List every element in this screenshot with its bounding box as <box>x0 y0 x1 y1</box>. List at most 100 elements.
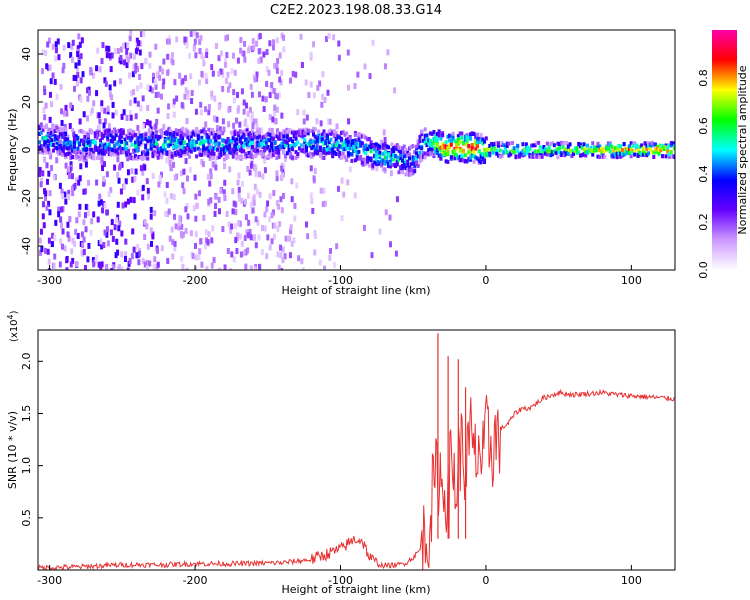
spectrogram-ridge-cell <box>311 126 315 131</box>
spectrogram-noise-cell <box>254 242 258 249</box>
spectrogram-ridge-cell <box>102 129 106 134</box>
spectrogram-noise-cell <box>198 248 202 255</box>
spectrogram-noise-cell <box>240 50 244 57</box>
spectrogram-noise-cell <box>279 252 283 259</box>
spectrogram-ridge-cell <box>641 146 645 151</box>
spectrogram-ridge-cell <box>60 134 64 139</box>
spectrogram-ridge-cell <box>90 155 94 160</box>
spectrogram-ridge-cell <box>453 139 457 144</box>
spectrogram-ridge-cell <box>270 136 274 141</box>
spectrogram-noise-cell <box>254 118 258 125</box>
spectrogram-noise-cell <box>193 242 197 249</box>
spectrogram-ridge-cell <box>486 146 490 151</box>
spectrogram-ridge-cell <box>120 150 124 155</box>
spectrogram-ridge-cell <box>250 155 254 160</box>
spectrogram-ridge-cell <box>48 151 52 156</box>
spectrogram-noise-cell <box>52 262 56 269</box>
spectrogram-noise-cell <box>116 201 120 208</box>
spectrogram-noise-cell <box>265 253 269 260</box>
spectrogram-ridge-cell <box>472 149 476 154</box>
spectrogram-ridge-cell <box>387 161 391 166</box>
spectrogram-ridge-cell <box>549 153 553 158</box>
spectrogram-noise-cell <box>295 182 299 189</box>
spectrogram-ridge-cell <box>584 150 588 155</box>
spectrogram-noise-cell <box>159 131 163 138</box>
spectrogram-ridge-cell <box>481 138 485 143</box>
spectrogram-ridge-cell <box>530 143 534 148</box>
spectrogram-ridge-cell <box>339 144 343 149</box>
spectrogram-ridge-cell <box>296 140 300 145</box>
spectrogram-noise-cell <box>182 168 186 175</box>
spectrogram-noise-cell <box>132 197 136 204</box>
spectrogram-ridge-cell <box>149 133 153 138</box>
spectrogram-noise-cell <box>188 166 192 173</box>
spectrogram-noise-cell <box>289 224 293 231</box>
spectrogram-ridge-cell <box>60 132 64 137</box>
spectrogram-noise-cell <box>45 178 49 185</box>
spectrogram-ridge-cell <box>219 152 223 157</box>
spectrogram-ridge-cell <box>470 147 474 152</box>
spectrogram-ridge-cell <box>366 159 370 164</box>
spectrogram-ridge-cell <box>282 144 286 149</box>
spectrogram-ridge-cell <box>324 141 328 146</box>
spectrogram-ridge-cell <box>133 148 137 153</box>
spectrogram-ridge-cell <box>645 147 649 152</box>
spectrogram-ridge-cell <box>383 150 387 155</box>
spectrogram-noise-cell <box>211 225 215 232</box>
spectrogram-ridge-cell <box>648 146 652 151</box>
spectrogram-ridge-cell <box>43 135 47 140</box>
spectrogram-noise-cell <box>223 264 227 270</box>
spectrogram-noise-cell <box>186 89 190 96</box>
spectrogram-noise-cell <box>58 182 62 189</box>
spectrogram-noise-cell <box>194 108 198 115</box>
spectrogram-noise-cell <box>110 94 114 101</box>
spectrogram-ridge-cell <box>409 144 413 149</box>
spectrogram-noise-cell <box>272 87 276 94</box>
spectrogram-noise-cell <box>118 220 122 227</box>
spectrogram-ridge-cell <box>233 129 237 134</box>
spectrogram-noise-cell <box>265 66 269 73</box>
spectrogram-ridge-cell <box>474 139 478 144</box>
spectrogram-noise-cell <box>395 196 399 203</box>
spectrogram-noise-cell <box>75 217 79 224</box>
spectrogram-ridge-cell <box>111 129 115 134</box>
spectrogram-noise-cell <box>86 256 90 263</box>
spectrogram-ridge-cell <box>367 163 371 168</box>
spectrogram-ridge-cell <box>416 143 420 148</box>
spectrogram-noise-cell <box>69 161 73 168</box>
spectrogram-noise-cell <box>107 191 111 198</box>
spectrogram-ridge-cell <box>479 154 483 159</box>
spectrogram-noise-cell <box>386 49 390 56</box>
spectrogram-ridge-cell <box>572 152 576 157</box>
spectrogram-ridge-cell <box>160 152 164 157</box>
spectrogram-noise-cell <box>293 202 297 209</box>
spectrogram-ridge-cell <box>243 137 247 142</box>
spectrogram-noise-cell <box>375 165 379 172</box>
spectrogram-noise-cell <box>199 238 203 245</box>
spectrogram-ridge-cell <box>46 133 50 138</box>
spectrogram-ridge-cell <box>261 135 265 140</box>
spectrogram-ridge-cell <box>191 143 195 148</box>
spectrogram-ridge-cell <box>196 133 200 138</box>
spectrogram-noise-cell <box>105 45 109 52</box>
spectrogram-noise-cell <box>181 78 185 85</box>
spectrogram-noise-cell <box>315 118 319 125</box>
spectrogram-ridge-cell <box>446 149 450 154</box>
spectrogram-ridge-cell <box>238 155 242 160</box>
spectrogram-ridge-cell <box>144 156 148 161</box>
spectrogram-ridge-cell <box>566 152 570 157</box>
spectrogram-ridge-cell <box>474 141 478 146</box>
spectrogram-noise-cell <box>261 225 265 232</box>
spectrogram-ridge-cell <box>449 155 453 160</box>
spectrogram-ridge-cell <box>305 127 309 132</box>
spectrogram-ridge-cell <box>374 152 378 157</box>
spectrogram-noise-cell <box>249 147 253 154</box>
spectrogram-ridge-cell <box>407 172 411 177</box>
spectrogram-noise-cell <box>164 210 168 217</box>
spectrogram-ridge-cell <box>500 153 504 158</box>
spectrogram-ridge-cell <box>437 153 441 158</box>
spectrogram-noise-cell <box>171 59 175 66</box>
spectrogram-noise-cell <box>245 125 249 132</box>
spectrogram-ridge-cell <box>121 130 125 135</box>
spectrogram-ridge-cell <box>381 167 385 172</box>
